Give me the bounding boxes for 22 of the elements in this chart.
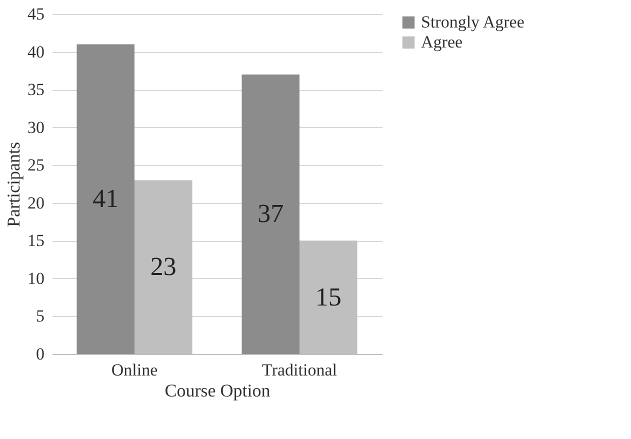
y-tick-label: 25 <box>28 156 44 175</box>
legend-label: Agree <box>421 32 463 52</box>
x-tick-label: Online <box>111 360 158 380</box>
bar <box>242 74 300 354</box>
y-tick-label: 15 <box>28 231 44 250</box>
y-tick-label: 30 <box>28 118 44 137</box>
y-tick-label: 40 <box>28 42 44 62</box>
y-tick-label: 0 <box>36 344 44 364</box>
y-tick-label: 35 <box>28 80 44 100</box>
y-axis-title: Participants <box>4 142 24 227</box>
data-label: 15 <box>315 282 342 312</box>
y-tick-label: 20 <box>28 193 44 212</box>
data-label: 23 <box>150 252 176 282</box>
x-axis-title: Course Option <box>164 380 270 400</box>
y-tick-label: 10 <box>28 268 44 288</box>
y-tick-label: 45 <box>28 4 44 24</box>
x-tick-label: Traditional <box>262 360 338 380</box>
data-label: 41 <box>92 184 119 214</box>
legend-label: Strongly Agree <box>421 12 524 32</box>
bar <box>76 44 134 354</box>
data-label: 37 <box>258 199 284 228</box>
y-tick-label: 5 <box>36 306 44 326</box>
